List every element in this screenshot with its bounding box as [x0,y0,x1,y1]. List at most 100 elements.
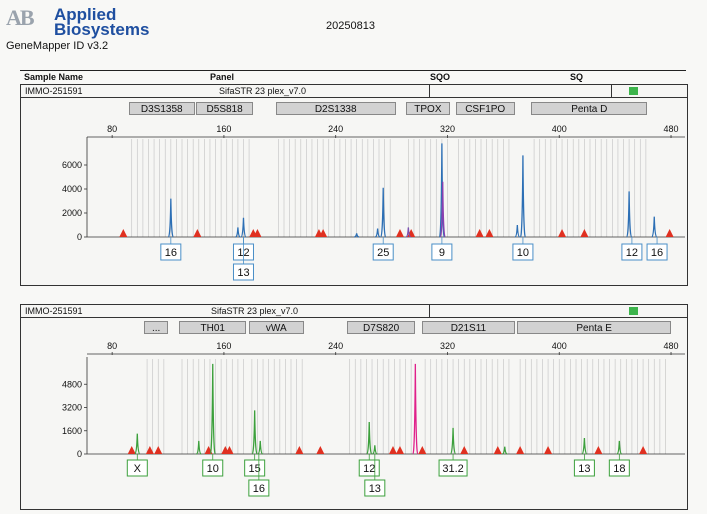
internal-standard-marker [154,446,163,454]
peak [405,227,411,238]
y-tick-label: 6000 [62,160,82,170]
allele-call-box [126,459,148,477]
locus-label: Penta D [531,102,648,115]
allele-call-box [160,243,182,261]
peak [412,363,419,455]
allele-call-label: 15 [249,463,261,475]
internal-standard-marker [493,446,502,454]
internal-standard-marker [204,446,213,454]
col-sq: SQ [570,72,584,82]
col-panel: Panel [210,72,235,82]
allele-call-label: 16 [165,247,177,259]
locus-label: D21S11 [422,321,515,334]
internal-standard-marker [594,446,603,454]
peak [651,216,658,238]
allele-call-box [431,243,453,261]
allele-call-box [248,479,270,497]
locus-label: D7S820 [346,321,416,334]
peak [514,224,520,238]
x-tick-label: 400 [552,341,567,351]
peak [380,187,387,238]
internal-standard-marker [485,229,494,237]
panel-name: SifaSTR 23 plex_v7.0 [219,86,307,96]
internal-standard-marker [395,446,404,454]
x-tick-label: 160 [216,124,231,134]
locus-label: D2S1338 [275,102,396,115]
locus-label: ... [144,321,169,334]
allele-call-label: 10 [207,463,219,475]
internal-standard-marker [295,446,304,454]
quality-status-indicator [629,87,638,95]
internal-standard-marker [460,446,469,454]
allele-call-box [646,243,668,261]
internal-standard-marker [395,229,404,237]
locus-label: D5S818 [195,102,254,115]
allele-call-box [372,243,394,261]
allele-call-label: 16 [253,483,265,495]
internal-standard-marker [665,229,674,237]
internal-standard-marker [145,446,154,454]
peak [235,227,241,238]
internal-standard-marker [319,229,328,237]
internal-standard-marker [558,229,567,237]
sample-table-header: Sample Name Panel SQO SQ [20,70,686,85]
peak [240,217,247,238]
internal-standard-marker [193,229,202,237]
allele-call-label: X [134,463,142,475]
locus-label: D3S1358 [128,102,195,115]
allele-call-label: 10 [517,247,529,259]
x-tick-label: 240 [328,341,343,351]
locus-label: vWA [249,321,304,334]
x-tick-label: 320 [440,341,455,351]
allele-call-label: 13 [369,483,381,495]
allele-call-box [573,459,595,477]
brand-name-line1: Applied [54,5,117,24]
internal-standard-marker [253,229,262,237]
internal-standard-marker [418,446,427,454]
peak [167,198,174,238]
sample-id: IMMO-251591 [25,86,83,96]
peak [626,191,633,238]
electropherogram-plot: 80 160 240 320 400 480 0 2000 4000 6000 16 12 13 25 9 1… [62,124,685,281]
quality-status-indicator [629,307,638,315]
peak [257,440,263,455]
run-date: 20250813 [326,20,375,32]
internal-standard-marker [544,446,553,454]
y-tick-label: 4000 [62,184,82,194]
peak [196,440,202,455]
peak [581,437,588,455]
electropherogram-panel-blue: IMMO-251591 SifaSTR 23 plex_v7.0 D3S1358… [20,84,688,286]
allele-call-label: 12 [363,463,375,475]
internal-standard-marker [388,446,397,454]
panel-name: SifaSTR 23 plex_v7.0 [211,306,299,316]
allele-call-label: 9 [439,247,445,259]
peak [209,363,216,455]
sample-id: IMMO-251591 [25,306,83,316]
peak [616,440,623,455]
x-tick-label: 320 [440,124,455,134]
x-tick-label: 240 [328,124,343,134]
allele-call-box [358,459,380,477]
peak [372,445,378,455]
internal-standard-marker [475,229,484,237]
locus-label: CSF1PO [455,102,515,115]
allele-call-box [232,263,254,281]
allele-call-box [608,459,630,477]
allele-call-label: 13 [578,463,590,475]
internal-standard-marker [127,446,136,454]
peak [251,410,258,455]
allele-call-box [244,459,266,477]
applied-biosystems-logo: AB Applied Biosystems [6,4,149,40]
allele-call-label: 18 [613,463,625,475]
electropherogram-panel-green: IMMO-251591 SifaSTR 23 plex_v7.0 ... TH01… [20,304,688,510]
allele-call-label: 16 [651,247,663,259]
col-sqo: SQO [430,72,451,82]
y-tick-label: 2000 [62,208,82,218]
allele-call-box [621,243,643,261]
internal-standard-marker [639,446,648,454]
internal-standard-marker [119,229,128,237]
allele-call-box [512,243,534,261]
internal-standard-marker [316,446,325,454]
peak [519,155,526,238]
